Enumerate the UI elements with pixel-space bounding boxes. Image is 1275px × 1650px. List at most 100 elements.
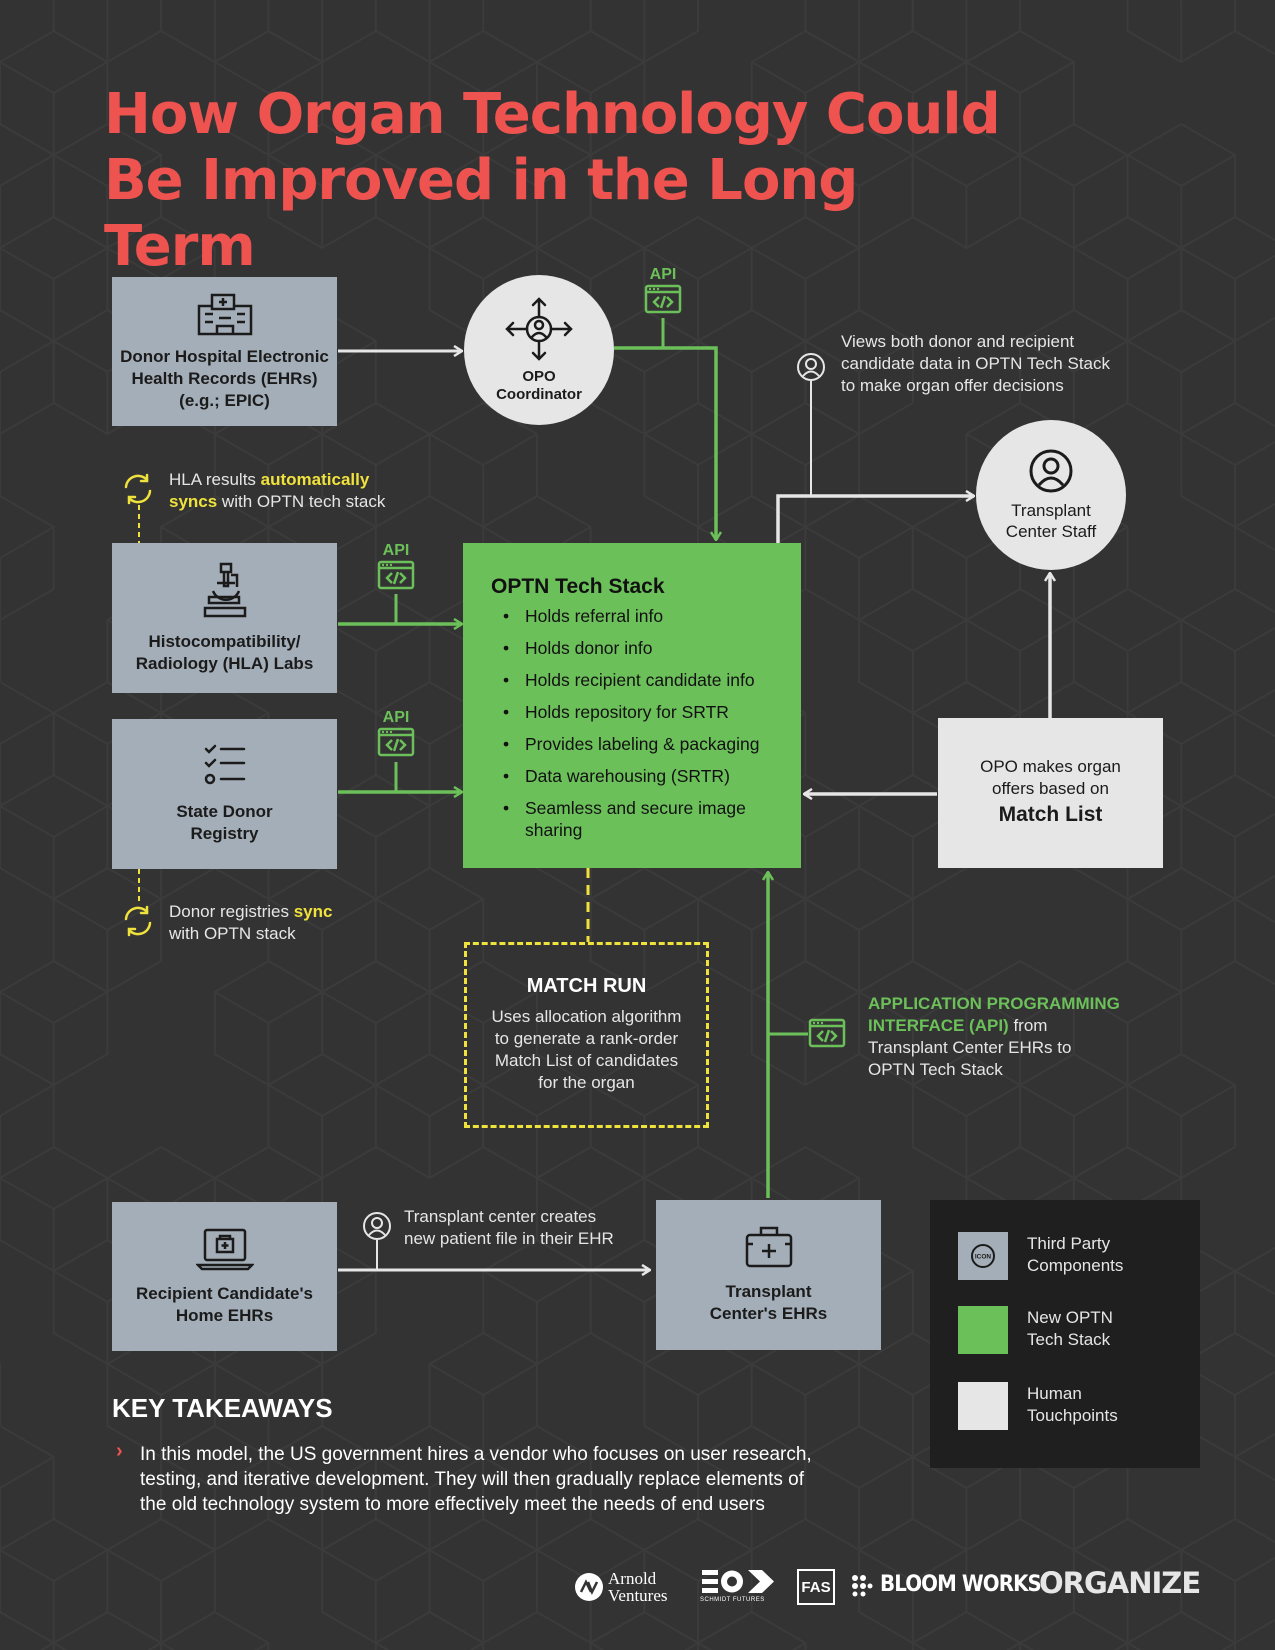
list-item: Seamless and secure image sharing [491, 797, 781, 841]
api-badge-hla: API [373, 542, 419, 592]
legend-third-party-line-1: Third Party [1027, 1234, 1111, 1253]
list-item: Holds recipient candidate info [491, 669, 781, 691]
api-long-line-3: Transplant Center EHRs to [868, 1038, 1072, 1057]
person-circle-icon-views [796, 352, 826, 382]
bloom-works-logo-icon [850, 1573, 874, 1597]
bloom-works-text: BLOOM WORKS [880, 1572, 1042, 1597]
views-note-line-3: to make organ offer decisions [841, 376, 1064, 395]
key-takeaways-line-2: testing, and iterative development. They… [140, 1469, 804, 1490]
hla-sync-line-1: HLA results automatically [169, 469, 449, 491]
hla-sync-highlight-b: syncs [169, 492, 218, 511]
transplant-center-staff-circle: Transplant Center Staff [976, 420, 1126, 570]
optn-stack-title: OPTN Tech Stack [491, 575, 665, 598]
logo-organize: ORGANIZE [1039, 1566, 1201, 1600]
donor-hospital-line-2: Health Records (EHRs) [131, 368, 318, 388]
legend-swatch-third-party: ICON [958, 1232, 1008, 1280]
creates-file-line-2: new patient file in their EHR [404, 1229, 614, 1248]
schmidt-futures-logo-icon [700, 1568, 782, 1596]
optn-tech-stack-box: OPTN Tech Stack Holds referral info Hold… [463, 543, 801, 868]
optn-stack-list: Holds referral info Holds donor info Hol… [491, 605, 781, 841]
opo-offers-line-1: OPO makes organ [980, 757, 1121, 776]
hla-labs-box: Histocompatibility/ Radiology (HLA) Labs [112, 543, 337, 693]
api-long-highlight-1: APPLICATION PROGRAMMING [868, 994, 1120, 1013]
hla-labs-line-1: Histocompatibility/ [148, 632, 301, 651]
donor-hospital-ehr-box: Donor Hospital Electronic Health Records… [112, 277, 337, 426]
title-line-1: How Organ Technology Could [104, 82, 1001, 147]
checklist-icon [204, 743, 246, 787]
key-takeaways-line-3: the old technology system to more effect… [140, 1494, 765, 1515]
donor-hospital-line-1: Donor Hospital Electronic [120, 346, 329, 366]
hla-sync-line-2: syncs with OPTN tech stack [169, 491, 449, 513]
opo-offers-line-2: offers based on [992, 779, 1109, 798]
api-badge-top: API [640, 266, 686, 316]
microscope-icon [203, 561, 247, 619]
transplant-staff-line-2: Center Staff [1005, 522, 1097, 541]
legend-human-line-1: Human [1027, 1384, 1082, 1403]
legend-panel: ICON Third Party Components New OPTN Tec… [930, 1200, 1200, 1468]
opo-offers-box: OPO makes organ offers based on Match Li… [938, 718, 1163, 868]
list-item: Holds referral info [491, 605, 781, 627]
legend-swatch-new-optn [958, 1306, 1008, 1354]
legend-label-third-party: Third Party Components [1027, 1233, 1123, 1277]
logo-schmidt-futures: SCHMIDT FUTURES [700, 1568, 782, 1603]
icon-placeholder-icon: ICON [970, 1243, 996, 1269]
legend-label-human: Human Touchpoints [1027, 1383, 1118, 1427]
opo-coordinator-circle: OPO Coordinator [464, 275, 614, 425]
logo-bloom-works: BLOOM WORKS [850, 1572, 1059, 1597]
person-circle-icon-creates [362, 1211, 392, 1241]
key-takeaways-text: In this model, the US government hires a… [140, 1442, 900, 1517]
logo-arnold-ventures: Arnold Ventures [574, 1570, 667, 1604]
match-run-description: Uses allocation algorithm to generate a … [467, 1006, 706, 1094]
registry-sync-text-a: Donor registries [169, 902, 294, 921]
transplant-ehrs-line-1: Transplant [725, 1282, 812, 1301]
api-label-registry: API [382, 709, 410, 726]
key-takeaways-line-1: In this model, the US government hires a… [140, 1444, 812, 1465]
legend-icon-text: ICON [975, 1254, 992, 1261]
sync-icon-registry [121, 904, 155, 938]
legend-swatch-human [958, 1382, 1008, 1430]
hospital-building-icon [197, 292, 253, 336]
schmidt-futures-text: SCHMIDT FUTURES [700, 1597, 765, 1603]
match-run-line-4: for the organ [538, 1073, 635, 1092]
person-move-arrows-icon [504, 296, 574, 362]
arrow-stack-to-staff [776, 496, 974, 543]
match-run-line-2: to generate a rank-order [494, 1029, 679, 1048]
recipient-home-line-1: Recipient Candidate's [136, 1283, 313, 1303]
code-window-icon [640, 284, 686, 316]
logo-fas: FAS [797, 1569, 835, 1605]
hla-sync-text-b: with OPTN tech stack [217, 492, 386, 511]
registry-sync-highlight: sync [293, 902, 333, 921]
ventures-text: Ventures [608, 1586, 668, 1605]
state-registry-line-2: Registry [190, 824, 259, 843]
api-label-top: API [649, 266, 677, 283]
views-note-line-2: candidate data in OPTN Tech Stack [841, 354, 1111, 373]
page-title: How Organ Technology Could Be Improved i… [104, 82, 1004, 280]
views-note-line-1: Views both donor and recipient [841, 332, 1075, 351]
registry-sync-note: Donor registries sync with OPTN stack [169, 901, 409, 945]
list-item: Holds repository for SRTR [491, 701, 781, 723]
match-run-line-1: Uses allocation algorithm [491, 1007, 682, 1026]
api-long-highlight-2: INTERFACE (API) [868, 1016, 1009, 1035]
code-window-icon [373, 727, 419, 759]
medical-kit-icon [744, 1225, 794, 1269]
title-line-2: Be Improved in the Long Term [104, 148, 858, 279]
api-long-line-4: OPTN Tech Stack [868, 1060, 1003, 1079]
state-registry-line-1: State Donor [176, 802, 273, 821]
views-note: Views both donor and recipient candidate… [841, 331, 1141, 397]
arnold-ventures-logo-icon [574, 1572, 604, 1602]
creates-file-note: Transplant center creates new patient fi… [404, 1206, 654, 1250]
hla-labs-line-2: Radiology (HLA) Labs [135, 654, 314, 673]
match-run-box: MATCH RUN Uses allocation algorithm to g… [464, 942, 709, 1128]
sync-icon-hla [121, 472, 155, 506]
registry-sync-line-2: with OPTN stack [169, 924, 296, 943]
match-run-line-3: Match List of candidates [494, 1051, 679, 1070]
recipient-home-line-2: Home EHRs [175, 1305, 274, 1325]
transplant-staff-line-1: Transplant [1011, 501, 1091, 520]
opo-coordinator-line-2: Coordinator [496, 386, 582, 403]
api-long-text-2: from [1008, 1016, 1048, 1035]
laptop-medical-icon [195, 1227, 254, 1271]
match-run-title: MATCH RUN [526, 975, 647, 997]
registry-sync-line-1: Donor registries sync [169, 901, 409, 923]
donor-hospital-line-3: (e.g.; EPIC) [179, 390, 270, 410]
